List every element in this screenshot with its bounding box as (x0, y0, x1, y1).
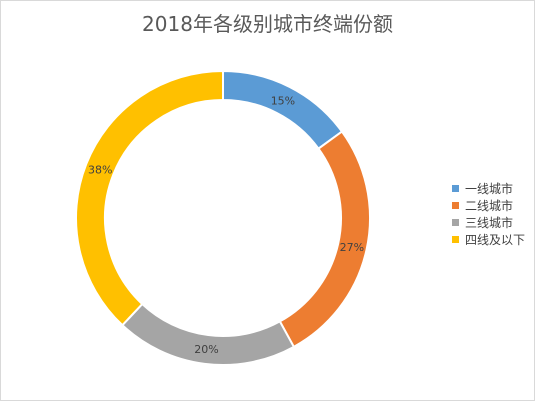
donut-slice-2 (278, 130, 371, 349)
legend-swatch-3 (452, 219, 459, 226)
legend-item-4: 四线及以下 (452, 231, 525, 248)
legend-swatch-1 (452, 185, 459, 192)
legend-item-2: 二线城市 (452, 197, 525, 214)
legend-label-1: 一线城市 (465, 182, 514, 196)
slice-data-label-3: 20% (194, 343, 218, 356)
chart-title: 2018年各级别城市终端份额 (142, 12, 393, 36)
legend-label-2: 二线城市 (465, 199, 514, 213)
legend-label-4: 四线及以下 (465, 233, 526, 247)
donut-slice-4 (75, 69, 224, 327)
slice-data-label-2: 27% (340, 241, 364, 254)
legend-item-3: 三线城市 (452, 214, 525, 231)
legend-label-3: 三线城市 (465, 216, 514, 230)
slice-data-label-1: 15% (271, 94, 295, 107)
slice-data-label-4: 38% (88, 163, 112, 176)
legend: 一线城市二线城市三线城市四线及以下 (452, 180, 525, 248)
legend-swatch-2 (452, 202, 459, 209)
legend-swatch-4 (452, 236, 459, 243)
legend-item-1: 一线城市 (452, 180, 525, 197)
donut-slice-1 (222, 69, 344, 151)
